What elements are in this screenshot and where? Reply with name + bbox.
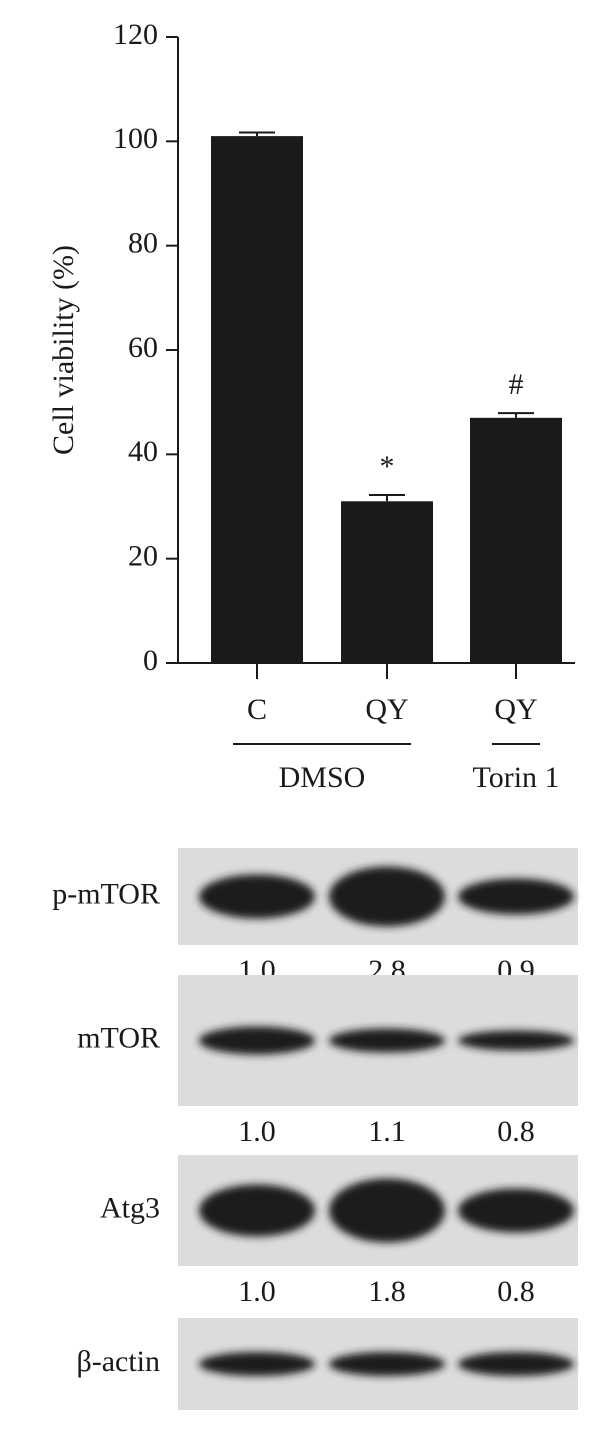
blot-band (458, 878, 574, 915)
error-bar (369, 494, 405, 502)
x-tick-label: QY (494, 693, 537, 726)
blot-band (329, 1178, 445, 1243)
group-label: Torin 1 (472, 761, 559, 794)
y-axis-label: Cell viability (%) (47, 245, 80, 455)
blot-label: p-mTOR (52, 877, 160, 910)
y-tick-label: 120 (113, 18, 158, 51)
blot-ratio: 0.8 (497, 1275, 535, 1308)
blot-band (458, 1352, 574, 1376)
blot-ratio: 1.0 (238, 1275, 276, 1308)
bar (470, 417, 562, 663)
blot-band (329, 1028, 445, 1053)
blot-ratio: 1.0 (238, 1115, 276, 1148)
blot-label: mTOR (77, 1021, 160, 1054)
bar (211, 136, 303, 663)
error-bar (239, 131, 275, 137)
y-tick-label: 0 (143, 644, 158, 677)
y-tick-label: 40 (128, 435, 158, 468)
bar (341, 501, 433, 663)
blot-ratio: 1.8 (368, 1275, 406, 1308)
blot-label: β-actin (76, 1345, 160, 1378)
blot-band (199, 874, 315, 919)
y-tick-label: 20 (128, 540, 158, 573)
x-tick-label: C (247, 693, 267, 726)
blot-band (329, 866, 445, 927)
blot-band (199, 1352, 315, 1376)
blot-band (329, 1352, 445, 1376)
x-tick-label: QY (365, 693, 408, 726)
blot-band (199, 1026, 315, 1055)
error-bar (498, 412, 534, 418)
blot-ratio: 0.8 (497, 1115, 535, 1148)
y-tick-label: 100 (113, 122, 158, 155)
significance-label: # (509, 368, 524, 401)
y-tick-label: 60 (128, 331, 158, 364)
blot-band (199, 1184, 315, 1237)
group-label: DMSO (279, 761, 366, 794)
blot-band (458, 1188, 574, 1233)
y-tick-label: 80 (128, 227, 158, 260)
blot-label: Atg3 (100, 1191, 160, 1224)
significance-label: * (380, 450, 395, 483)
blot-ratio: 1.1 (368, 1115, 406, 1148)
blot-band (458, 1030, 574, 1051)
